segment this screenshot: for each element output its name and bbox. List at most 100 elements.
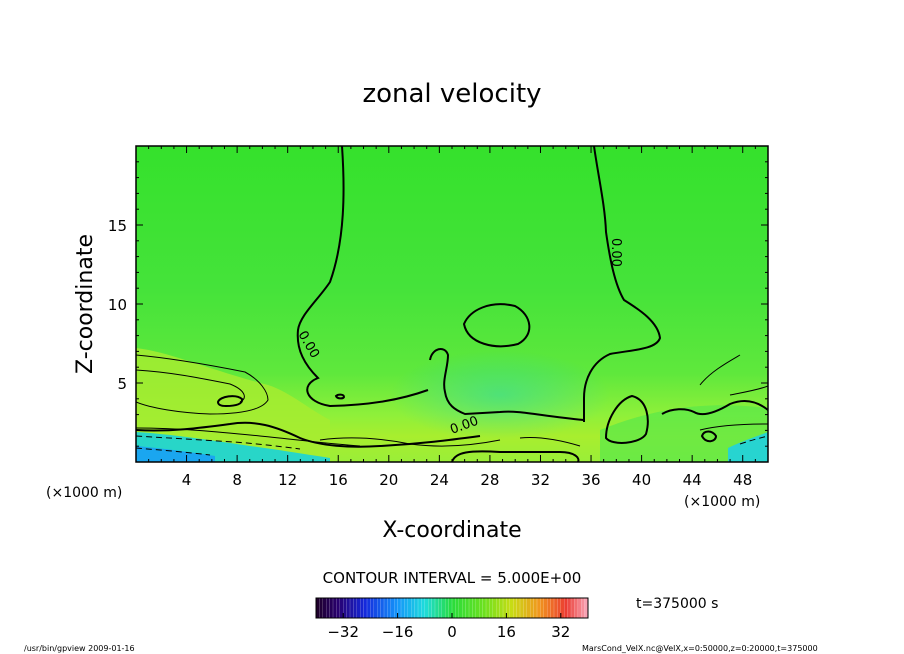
x-tick-label: 20 [379,471,398,489]
colorbar-segment [526,598,531,618]
contour-zero-loop-right [604,394,649,444]
colorbar-tick-label: −32 [327,623,359,641]
colorbar-segment [482,598,487,618]
colorbar-segment [445,598,449,618]
colorbar-segment [503,598,507,618]
colorbar-segment [438,598,443,618]
colorbar-segment [486,598,490,618]
colorbar-segment [475,598,480,618]
colorbar-segment [356,598,361,618]
colorbar-segment [428,598,432,618]
x-tick-label: 16 [329,471,348,489]
contour-zero-right-column [583,146,662,422]
colorbar-segment [394,598,398,618]
colorbar-segment [414,598,419,618]
colorbar-segment [411,598,415,618]
footer-right: MarsCond_VelX.nc@VelX,x=0:50000,z=0:2000… [582,644,818,653]
colorbar-segment [363,598,368,618]
colorbar-segment [387,598,392,618]
colorbar-segment [506,598,511,618]
colorbar-segment [322,598,327,618]
contours-zero [136,146,768,462]
x-tick-label: 40 [632,471,651,489]
chart-title: zonal velocity [362,79,541,109]
colorbar-segment [533,598,538,618]
x-tick-label: 32 [531,471,550,489]
contour-thin-6 [729,385,768,396]
x-tick-label: 36 [581,471,600,489]
contour-zero-lower [136,421,481,448]
x-tick-label: 28 [480,471,499,489]
colorbar-segment [523,598,528,618]
colorbar-segment [492,598,497,618]
colorbar-segment [373,598,378,618]
colorbar-segment [418,598,422,618]
x-axis: 4 8 12 16 20 24 28 32 36 40 44 48 [148,146,756,489]
colorbar-segment [540,598,545,618]
colorbar-segment [401,598,405,618]
heatmap-region-lower-right [600,405,768,462]
contours-negative [136,435,768,456]
colorbar-segment [455,598,460,618]
colorbar-segment [574,598,579,618]
colorbar-segment [360,598,364,618]
colorbar-tick-label: 32 [551,623,570,641]
colorbar-segment [554,598,558,618]
y-tick-label: 15 [108,217,127,235]
colorbar-ticks: −32 −16 0 16 32 [327,613,570,641]
colorbar-segment [479,598,483,618]
colorbar-segment [462,598,466,618]
colorbar-segment [384,598,388,618]
colorbar-segment [584,598,589,618]
y-tick-label: 10 [108,296,127,314]
colorbar-tick-label: 0 [447,623,457,641]
colorbar-segment [407,598,412,618]
colorbar-segment [577,598,582,618]
y-tick-label: 5 [117,375,127,393]
heatmap-region-bottom-blue [136,446,215,462]
colorbar-segment [452,598,456,618]
colorbar-segment [557,598,562,618]
colorbar-segment [441,598,446,618]
y-axis: 5 10 15 [108,161,768,447]
colorbar-segment [370,598,375,618]
contour-thin-7 [699,423,768,431]
contour-zero-bottom-strip [451,450,580,462]
heatmap-region-bottom-right-cyan [728,432,768,462]
colorbar-segment [472,598,477,618]
colorbar-tick-label: −16 [382,623,414,641]
colorbar-segment [520,598,524,618]
colorbar-segment [458,598,463,618]
contour-negative-3 [739,435,768,445]
x-unit-left: (×1000 m) [46,485,122,501]
colorbar-segment [380,598,385,618]
colorbar-segment [516,598,521,618]
colorbar-segment [424,598,429,618]
contour-thin-8 [699,354,741,386]
colorbar-segment [326,598,330,618]
colorbar-segment [513,598,517,618]
colorbar-segment [319,598,324,618]
x-tick-label: 12 [278,471,297,489]
colorbar [315,597,589,619]
colorbar-segment [353,598,358,618]
contour-thin-1 [136,354,269,415]
plot-area: 0.00 0.00 0.00 [136,146,768,462]
x-unit-right: (×1000 m) [684,494,760,510]
colorbar-segment [329,598,334,618]
colorbar-segment [567,598,572,618]
contour-zero-left-column [296,146,429,408]
colorbar-segment [469,598,473,618]
x-tick-label: 44 [683,471,702,489]
colorbar-segment [333,598,337,618]
contour-zero-dot [334,393,346,400]
contour-thin-5 [519,437,581,447]
colorbar-segment [547,598,551,618]
colorbar-segment [571,598,575,618]
colorbar-segment [339,598,344,618]
colorbar-segment [448,598,453,618]
contour-zero-tiny-loop [700,430,718,443]
contour-zero-right-bump [661,400,768,416]
contour-thin-2 [136,369,245,403]
